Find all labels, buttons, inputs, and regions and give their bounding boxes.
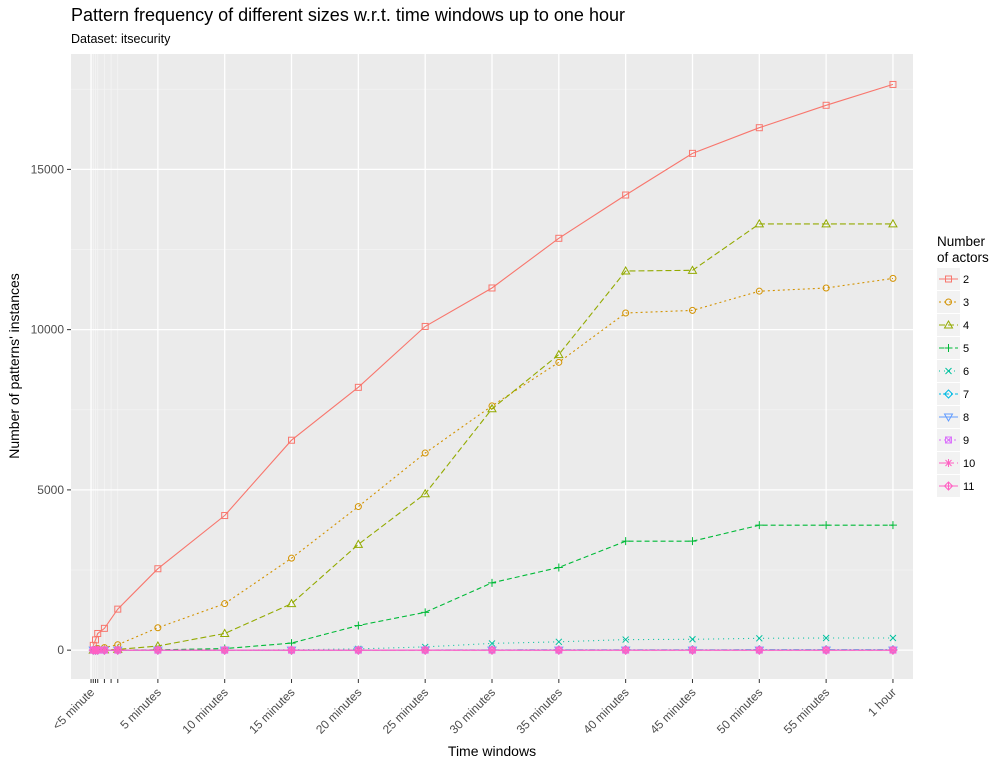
legend-item-2: 2 [937, 268, 969, 290]
legend-title: of actors [937, 250, 989, 265]
legend-label: 10 [963, 458, 975, 470]
x-tick-label: 55 minutes [781, 685, 832, 736]
legend-label: 5 [963, 343, 969, 355]
chart-subtitle: Dataset: itsecurity [71, 32, 171, 46]
chart-title: Pattern frequency of different sizes w.r… [71, 5, 625, 25]
x-tick-label: 20 minutes [313, 685, 364, 736]
legend-item-3: 3 [937, 291, 969, 313]
y-tick-label: 0 [57, 643, 64, 657]
legend-label: 4 [963, 320, 969, 332]
y-tick-label: 5000 [37, 483, 64, 497]
legend-label: 11 [963, 481, 974, 493]
x-tick-label: 30 minutes [447, 685, 498, 736]
legend-item-8: 8 [937, 406, 969, 428]
y-axis-title: Number of patterns' instances [6, 273, 22, 459]
legend-key-marker [945, 459, 953, 467]
legend-label: 7 [963, 389, 969, 401]
legend-label: 8 [963, 412, 969, 424]
x-tick-label: <5 minute [50, 685, 98, 733]
legend-item-6: 6 [937, 360, 969, 382]
x-tick-label: 40 minutes [580, 685, 631, 736]
x-axis: <5 minute 5 minutes 10 minutes 15 minutes 20… [50, 679, 899, 737]
y-axis: 0 5000 10000 15000 [31, 162, 71, 657]
y-tick-label: 15000 [31, 162, 65, 176]
x-axis-title: Time windows [448, 743, 536, 759]
x-tick-label: 45 minutes [647, 685, 698, 736]
legend-item-5: 5 [937, 337, 969, 359]
legend-item-9: 9 [937, 429, 969, 451]
x-tick-label: 5 minutes [117, 685, 164, 732]
x-tick-label: 15 minutes [246, 685, 297, 736]
legend: Numberof actors 2 3 4 5 6 7 8 9 10 11 [937, 234, 989, 497]
legend-label: 6 [963, 366, 969, 378]
x-tick-label: 1 hour [865, 685, 899, 719]
legend-label: 9 [963, 435, 969, 447]
legend-item-11: 11 [937, 475, 974, 497]
legend-title: Number [937, 234, 986, 249]
y-tick-label: 10000 [31, 323, 65, 337]
x-tick-label: 10 minutes [179, 685, 230, 736]
x-tick-label: 25 minutes [380, 685, 431, 736]
legend-label: 3 [963, 297, 969, 309]
x-tick-label: 35 minutes [514, 685, 565, 736]
x-tick-label: 50 minutes [714, 685, 765, 736]
legend-item-10: 10 [937, 452, 975, 474]
legend-item-4: 4 [937, 314, 969, 336]
legend-label: 2 [963, 274, 969, 286]
legend-item-7: 7 [937, 383, 969, 405]
